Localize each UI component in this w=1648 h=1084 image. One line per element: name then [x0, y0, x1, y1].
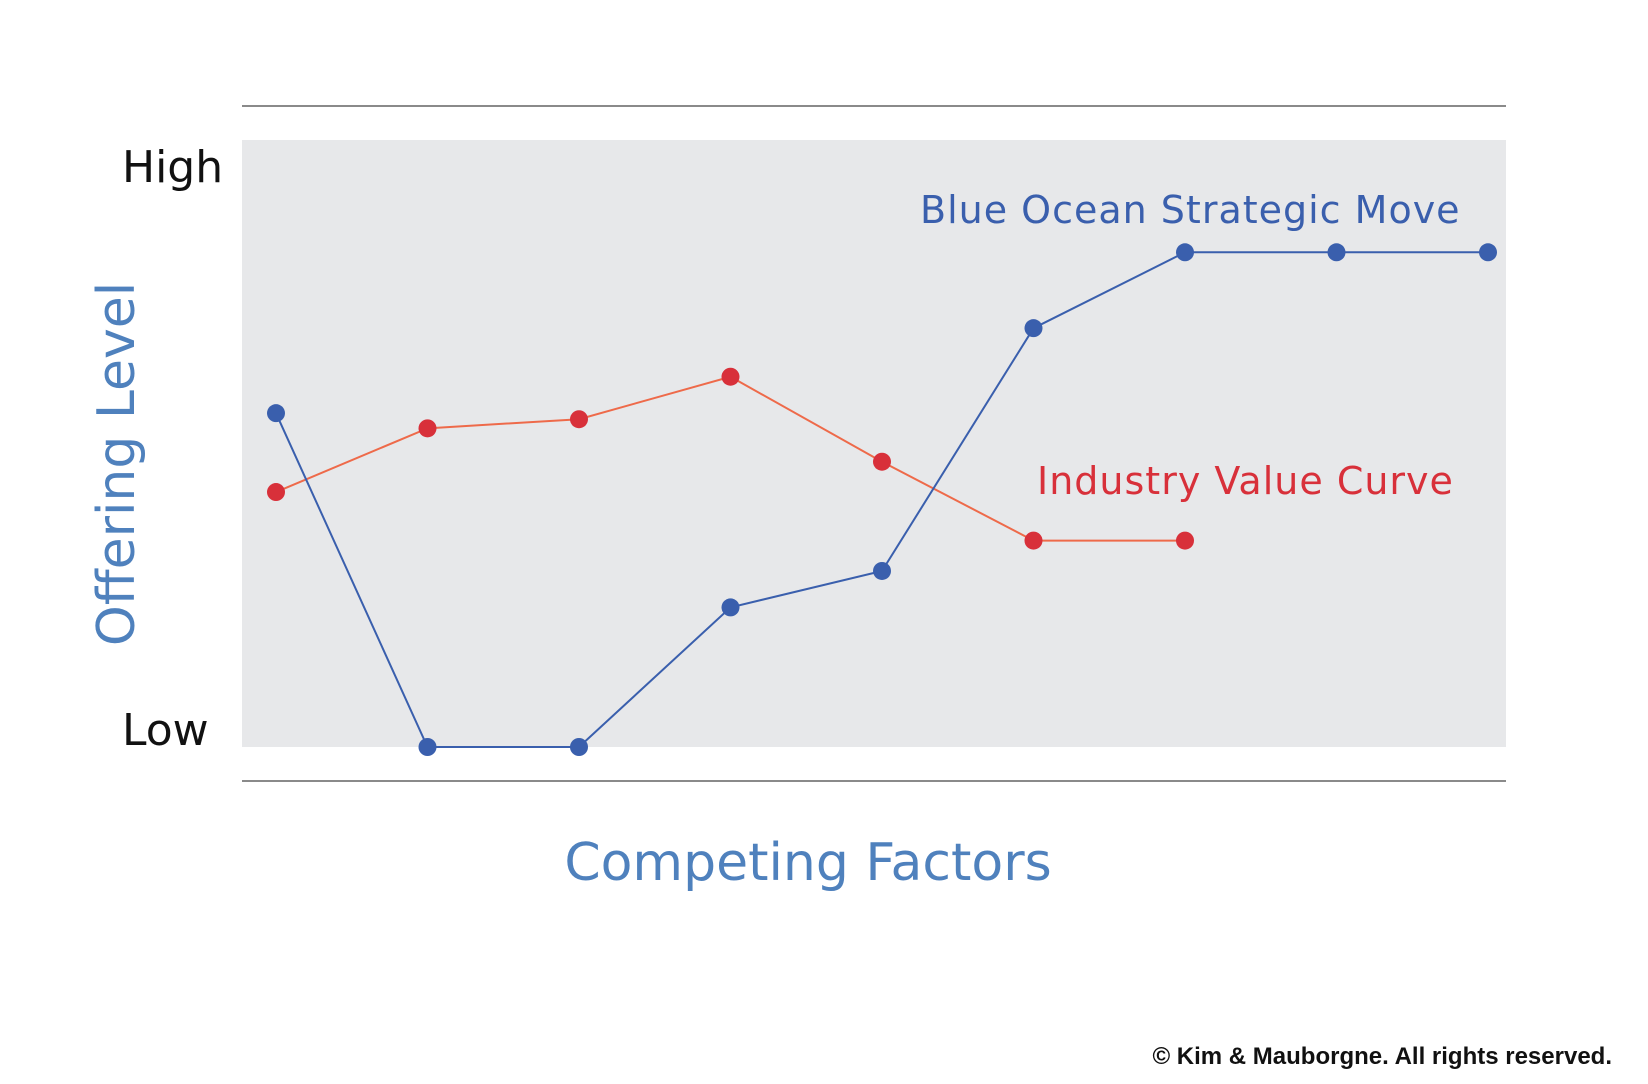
data-point-industry-1: [267, 483, 285, 502]
data-point-industry-6: [1024, 531, 1043, 550]
data-point-blue-ocean-4: [721, 598, 740, 617]
data-point-blue-ocean-2: [418, 738, 437, 756]
plot-area: [242, 140, 1506, 747]
series-layer: [267, 243, 1497, 756]
data-point-blue-ocean-7: [1176, 243, 1194, 262]
data-point-industry-2: [418, 419, 437, 438]
data-point-industry-3: [570, 410, 588, 429]
data-point-industry-4: [721, 367, 740, 386]
data-point-blue-ocean-5: [873, 561, 891, 580]
data-point-industry-7: [1176, 531, 1194, 550]
data-point-blue-ocean-9: [1479, 243, 1497, 262]
y-tick-low: Low: [122, 705, 209, 756]
data-point-industry-5: [873, 452, 891, 471]
data-point-blue-ocean-8: [1327, 243, 1346, 262]
data-point-blue-ocean-3: [570, 738, 588, 756]
y-tick-high: High: [122, 142, 223, 193]
y-axis-title: Offering Level: [87, 282, 147, 646]
copyright-notice: © Kim & Mauborgne. All rights reserved.: [1152, 1043, 1612, 1070]
data-point-blue-ocean-6: [1024, 319, 1043, 338]
data-point-blue-ocean-1: [267, 404, 285, 423]
series-label-blue-ocean: Blue Ocean Strategic Move: [920, 188, 1461, 232]
x-axis-title: Competing Factors: [564, 833, 1051, 893]
series-label-industry: Industry Value Curve: [1037, 459, 1454, 503]
